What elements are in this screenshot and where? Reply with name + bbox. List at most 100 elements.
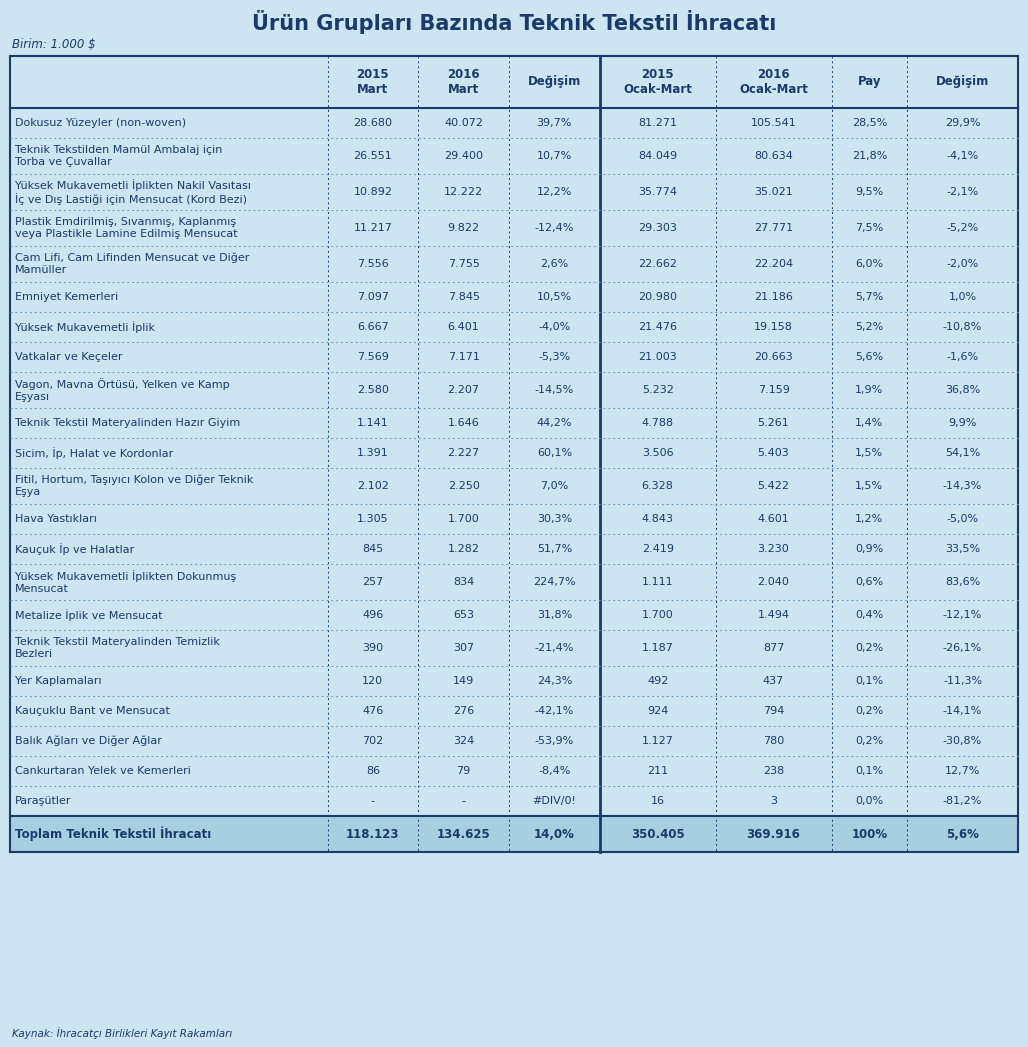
Text: 0,1%: 0,1% [855,676,883,686]
Text: Kauçuklu Bant ve Mensucat: Kauçuklu Bant ve Mensucat [15,706,170,716]
Text: 40.072: 40.072 [444,118,483,128]
Text: 7.845: 7.845 [447,292,480,302]
Text: 2015
Ocak-Mart: 2015 Ocak-Mart [623,68,692,96]
Text: 5,6%: 5,6% [855,352,883,362]
Text: 35.774: 35.774 [638,187,677,197]
Text: 834: 834 [453,577,474,587]
Text: 1.282: 1.282 [447,544,480,554]
Text: Toplam Teknik Tekstil İhracatı: Toplam Teknik Tekstil İhracatı [15,827,211,842]
Text: 3.506: 3.506 [641,448,673,458]
Text: -42,1%: -42,1% [535,706,574,716]
Text: #DIV/0!: #DIV/0! [533,796,577,806]
Text: Plastik Emdirilmiş, Sıvanmış, Kaplanmış
veya Plastikle Lamine Edilmiş Mensucat: Plastik Emdirilmiş, Sıvanmış, Kaplanmış … [15,217,237,239]
Text: 845: 845 [362,544,383,554]
Text: Pay: Pay [857,75,881,89]
Text: 0,6%: 0,6% [855,577,883,587]
Text: 21,8%: 21,8% [851,151,887,161]
Text: 1.494: 1.494 [758,610,790,620]
Text: 3.230: 3.230 [758,544,790,554]
Text: 276: 276 [453,706,474,716]
Text: -5,2%: -5,2% [947,223,979,233]
Text: 10,7%: 10,7% [537,151,572,161]
Text: 39,7%: 39,7% [537,118,572,128]
Text: 7.159: 7.159 [758,385,790,395]
Text: 492: 492 [647,676,668,686]
Text: 924: 924 [647,706,668,716]
Text: 7.097: 7.097 [357,292,389,302]
Text: 27.771: 27.771 [754,223,794,233]
Text: 54,1%: 54,1% [945,448,980,458]
Text: 20.980: 20.980 [638,292,677,302]
Text: 2015
Mart: 2015 Mart [357,68,390,96]
Text: -1,6%: -1,6% [947,352,979,362]
Text: Yüksek Mukavemetli İplik: Yüksek Mukavemetli İplik [15,321,155,333]
Text: Paraşütler: Paraşütler [15,796,72,806]
Text: -14,3%: -14,3% [943,481,982,491]
Text: -5,0%: -5,0% [947,514,979,524]
Text: Kaynak: İhracatçı Birlikleri Kayıt Rakamları: Kaynak: İhracatçı Birlikleri Kayıt Rakam… [12,1027,232,1039]
Text: 7,0%: 7,0% [540,481,568,491]
Text: 780: 780 [763,736,784,747]
Text: 12,2%: 12,2% [537,187,572,197]
Text: 653: 653 [453,610,474,620]
Text: 60,1%: 60,1% [537,448,572,458]
Text: 28.680: 28.680 [354,118,393,128]
Text: -10,8%: -10,8% [943,322,982,332]
Text: 149: 149 [453,676,474,686]
Text: 496: 496 [362,610,383,620]
Text: Hava Yastıkları: Hava Yastıkları [15,514,97,524]
Text: 238: 238 [763,766,784,776]
Text: 30,3%: 30,3% [537,514,572,524]
Text: 2016
Ocak-Mart: 2016 Ocak-Mart [739,68,808,96]
Text: 29.400: 29.400 [444,151,483,161]
Text: Değişim: Değişim [935,75,989,89]
Text: -2,0%: -2,0% [947,259,979,269]
Text: 33,5%: 33,5% [945,544,980,554]
Text: Emniyet Kemerleri: Emniyet Kemerleri [15,292,118,302]
Text: 1,5%: 1,5% [855,448,883,458]
Text: 0,2%: 0,2% [855,736,883,747]
Text: 2.250: 2.250 [447,481,479,491]
Text: 22.662: 22.662 [638,259,677,269]
Text: 5,7%: 5,7% [855,292,883,302]
Text: 476: 476 [362,706,383,716]
Text: Ürün Grupları Bazında Teknik Tekstil İhracatı: Ürün Grupları Bazında Teknik Tekstil İhr… [252,10,776,34]
Text: 702: 702 [362,736,383,747]
Text: 19.158: 19.158 [755,322,793,332]
Text: -26,1%: -26,1% [943,643,982,653]
Text: 29.303: 29.303 [638,223,677,233]
Text: 118.123: 118.123 [346,827,400,841]
Text: Metalize İplik ve Mensucat: Metalize İplik ve Mensucat [15,609,162,621]
Text: 2.580: 2.580 [357,385,389,395]
Text: 4.788: 4.788 [641,418,673,428]
Text: 307: 307 [453,643,474,653]
Text: 5.422: 5.422 [758,481,790,491]
Text: 1.646: 1.646 [448,418,479,428]
Text: 12.222: 12.222 [444,187,483,197]
Text: 7.755: 7.755 [447,259,479,269]
Text: 29,9%: 29,9% [945,118,981,128]
Text: 28,5%: 28,5% [851,118,887,128]
Text: -12,1%: -12,1% [943,610,982,620]
Text: 4.843: 4.843 [641,514,673,524]
Text: Birim: 1.000 $: Birim: 1.000 $ [12,38,96,50]
Text: 105.541: 105.541 [750,118,797,128]
Text: 83,6%: 83,6% [945,577,980,587]
Text: 5,6%: 5,6% [946,827,979,841]
Text: 44,2%: 44,2% [537,418,572,428]
Text: 12,7%: 12,7% [945,766,981,776]
Text: -11,3%: -11,3% [943,676,982,686]
Text: 1.391: 1.391 [357,448,389,458]
Text: 224,7%: 224,7% [533,577,576,587]
Text: 11.217: 11.217 [354,223,393,233]
Text: -: - [462,796,466,806]
Text: 1.305: 1.305 [357,514,389,524]
Text: 6.667: 6.667 [357,322,389,332]
Text: 31,8%: 31,8% [537,610,572,620]
Text: 0,2%: 0,2% [855,643,883,653]
Text: 21.476: 21.476 [638,322,677,332]
Text: 257: 257 [362,577,383,587]
Text: Dokusuz Yüzeyler (non-woven): Dokusuz Yüzeyler (non-woven) [15,118,186,128]
Text: -2,1%: -2,1% [947,187,979,197]
Text: -53,9%: -53,9% [535,736,574,747]
